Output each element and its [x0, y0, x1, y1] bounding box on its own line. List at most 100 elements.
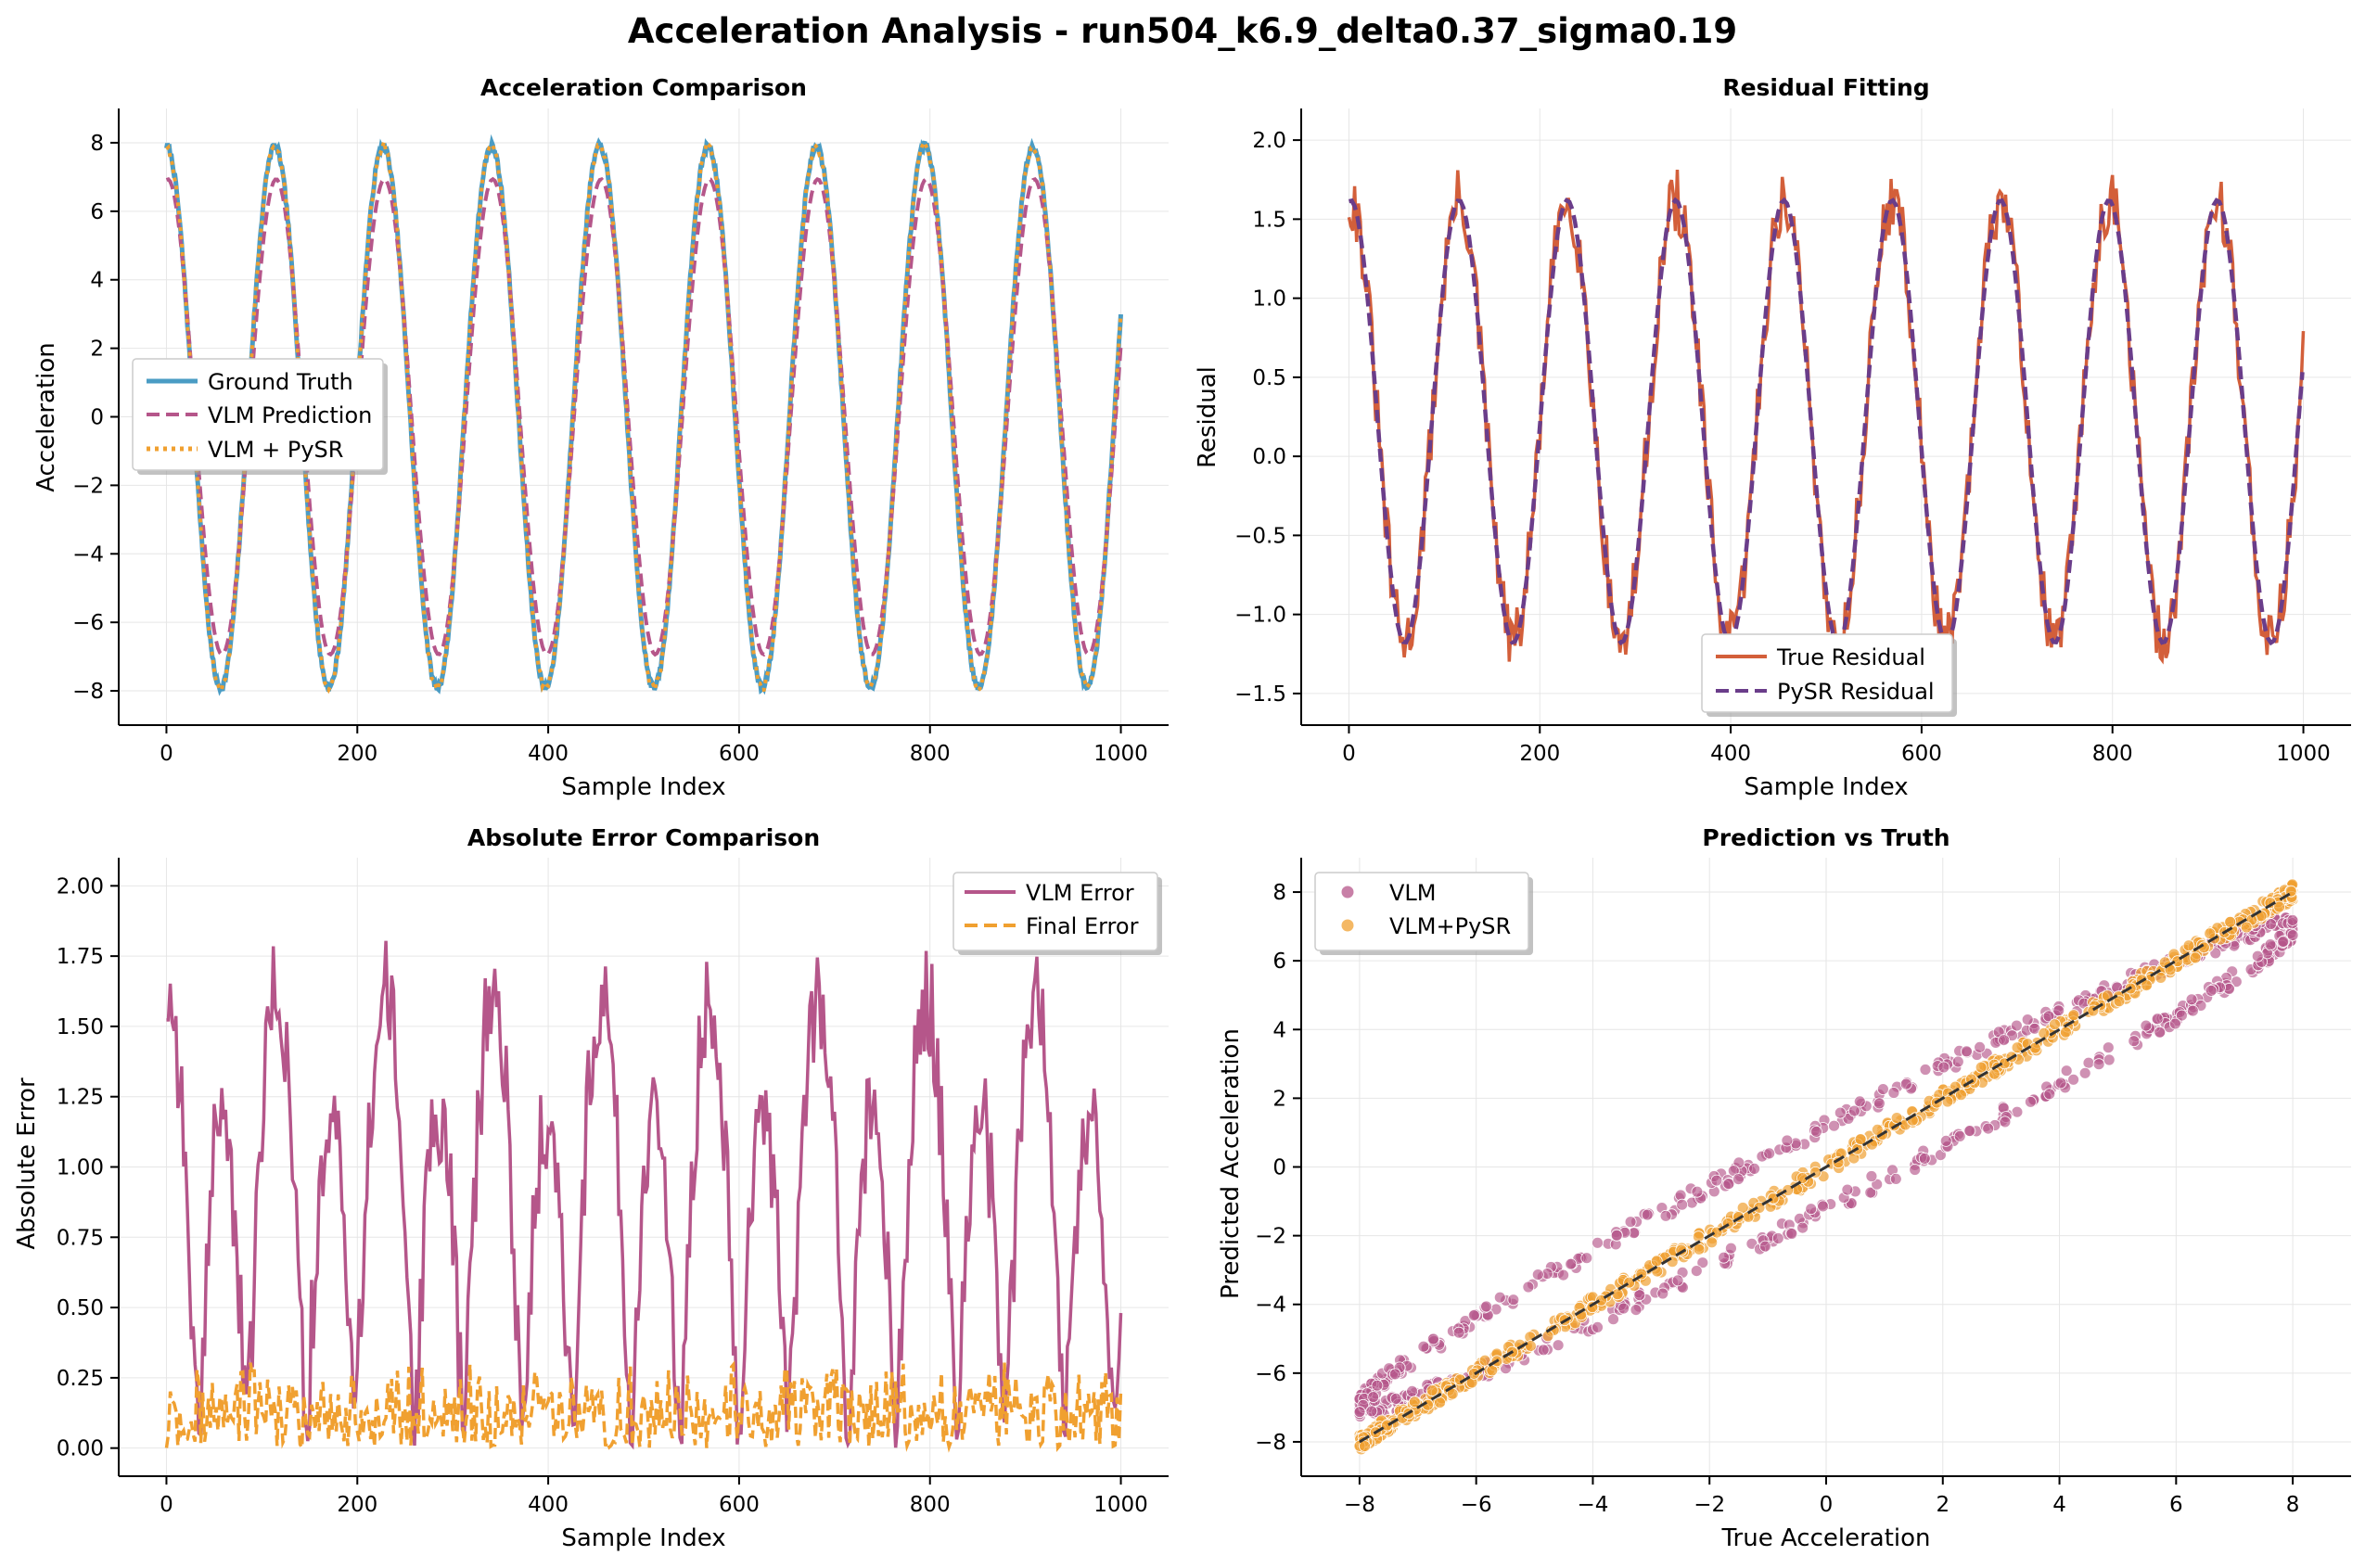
point-vlm: [2251, 950, 2264, 962]
point-vlm: [1982, 1122, 1995, 1135]
y-tick-label: −6: [72, 611, 104, 635]
axes: 0 200 400 600 800 1000 0.00 0.25 0.50 0.75 1.00 1.2…: [57, 858, 1169, 1517]
point-vlm: [1371, 1379, 1384, 1392]
grid: [119, 858, 1169, 1476]
y-tick-label: 6: [1272, 950, 1286, 974]
point-vlm: [2103, 1053, 2116, 1066]
point-vlm: [2175, 1009, 2188, 1022]
y-tick-label: −6: [1255, 1362, 1286, 1386]
point-vlm: [1899, 1077, 1912, 1090]
point-vlm: [1691, 1185, 1704, 1198]
point-vlm: [2043, 1088, 2056, 1101]
panel-title: Absolute Error Comparison: [467, 824, 820, 851]
x-tick-label: 200: [1519, 742, 1560, 766]
point-vlm: [1617, 1302, 1630, 1315]
point-vlm: [1676, 1198, 1688, 1211]
y-tick-label: 4: [1272, 1018, 1286, 1042]
point-vlm-pysr: [1525, 1340, 1537, 1352]
legend-label-true-residual: True Residual: [1776, 644, 1925, 670]
panel-title: Acceleration Comparison: [480, 74, 807, 101]
point-vlm: [2010, 1019, 2023, 1032]
point-vlm: [2185, 993, 2198, 1006]
point-vlm-pysr: [1468, 1368, 1480, 1380]
y-axis-label: Absolute Error: [13, 1077, 41, 1250]
y-tick-label: −2: [72, 474, 104, 498]
point-vlm: [1406, 1385, 1418, 1397]
point-vlm: [2168, 1017, 2181, 1030]
x-tick-label: 800: [910, 1493, 951, 1517]
point-vlm: [1592, 1236, 1604, 1249]
series-final-error: [164, 1360, 1123, 1455]
y-tick-label: 1.50: [57, 1015, 104, 1039]
legend-frame: [1314, 872, 1529, 951]
x-tick-label: 8: [2286, 1493, 2300, 1517]
point-vlm-pysr: [2204, 927, 2217, 940]
point-vlm: [2021, 1013, 2034, 1026]
y-tick-label: 2: [90, 338, 104, 362]
point-vlm: [1877, 1083, 1889, 1095]
point-vlm-pysr: [1693, 1243, 1706, 1256]
y-tick-label: 1.00: [57, 1156, 104, 1180]
point-vlm: [1656, 1287, 1669, 1300]
point-vlm-pysr: [1611, 1288, 1624, 1301]
point-vlm: [2154, 1026, 2167, 1039]
point-vlm: [1725, 1242, 1737, 1255]
point-vlm: [1452, 1326, 1465, 1339]
x-tick-label: −6: [1461, 1493, 1492, 1517]
y-tick-label: 0.0: [1252, 445, 1286, 469]
point-vlm: [2052, 1004, 2065, 1017]
y-tick-label: 1.0: [1252, 287, 1286, 312]
point-vlm: [1389, 1368, 1401, 1381]
y-tick-label: 6: [90, 200, 104, 224]
point-vlm: [2024, 1095, 2037, 1108]
point-vlm: [1367, 1391, 1380, 1403]
y-tick-label: −1.0: [1234, 604, 1286, 628]
point-vlm-pysr: [1854, 1133, 1867, 1146]
point-vlm: [1848, 1104, 1860, 1117]
point-vlm: [2054, 1077, 2067, 1090]
point-vlm: [2205, 985, 2218, 997]
y-tick-label: −4: [1255, 1294, 1286, 1318]
panel-residual-fitting: Residual Fitting 0 200 400 600 800 1000 −1.5 −1…: [1194, 74, 2351, 801]
point-vlm: [1696, 1256, 1709, 1269]
point-vlm-pysr: [1425, 1384, 1438, 1396]
x-tick-label: 600: [719, 742, 760, 766]
legend-label-vlm-pysr: VLM + PySR: [208, 437, 343, 463]
y-tick-label: −1.5: [1234, 682, 1286, 707]
point-vlm: [1889, 1173, 1902, 1185]
point-vlm: [2067, 1073, 2080, 1086]
y-tick-label: −8: [1255, 1431, 1286, 1455]
point-vlm: [1974, 1041, 1987, 1053]
point-vlm: [1557, 1268, 1569, 1281]
point-vlm: [1998, 1034, 2011, 1046]
x-axis-label: Sample Index: [1744, 773, 1908, 801]
x-axis-label: Sample Index: [561, 773, 725, 801]
x-tick-label: 1000: [1093, 742, 1148, 766]
series-vlm-prediction: [165, 176, 1123, 657]
point-vlm-pysr: [1975, 1061, 1988, 1074]
point-vlm: [2028, 1022, 2041, 1035]
point-vlm: [1999, 1115, 2012, 1128]
point-vlm-pysr: [2154, 972, 2167, 984]
x-tick-label: −4: [1577, 1493, 1608, 1517]
y-tick-label: 1.25: [57, 1086, 104, 1110]
point-vlm: [2102, 1041, 2115, 1054]
figure-title: Acceleration Analysis - run504_k6.9_delt…: [628, 11, 1737, 51]
x-tick-label: 600: [719, 1493, 760, 1517]
point-vlm: [1552, 1339, 1565, 1352]
x-tick-label: 0: [160, 742, 173, 766]
point-vlm-pysr: [2049, 1018, 2061, 1031]
y-tick-label: 4: [90, 269, 104, 293]
point-vlm-pysr: [2224, 915, 2237, 928]
axes: 0 200 400 600 800 1000 −1.5 −1.0 −0.5 0.0 0.5 1.0 1.…: [1234, 108, 2351, 766]
point-vlm: [2264, 938, 2277, 950]
y-tick-label: 1.5: [1252, 208, 1286, 232]
point-vlm: [2209, 947, 2222, 960]
point-vlm-pysr: [1988, 1067, 2001, 1080]
point-vlm-pysr: [1434, 1396, 1446, 1409]
x-axis-label: True Acceleration: [1720, 1524, 1930, 1552]
x-tick-label: 400: [528, 1493, 569, 1517]
point-vlm-pysr: [1359, 1440, 1371, 1452]
y-axis-label: Acceleration: [32, 342, 60, 492]
series-layer: [164, 940, 1123, 1455]
